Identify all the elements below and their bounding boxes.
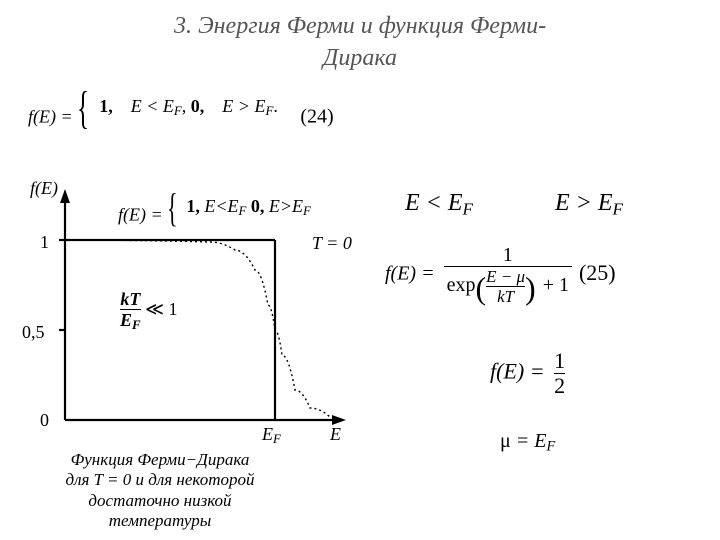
mu-equals-ef: μ = EF [500, 430, 555, 456]
ef-label: EF [262, 424, 281, 447]
half-num: 1 [554, 350, 565, 372]
eq24-case1-tail: , [182, 96, 187, 116]
eq24-case1-sub: F [174, 103, 182, 118]
eq24-case2-tail: . [273, 96, 278, 116]
eq25-tag-close: ) [608, 260, 615, 285]
eq25-exp: exp [447, 274, 476, 296]
eq24-lhs: f(E) = [28, 107, 73, 127]
ytick-0: 0 [40, 410, 49, 431]
equation-half: f(E) = 1 2 [490, 350, 565, 397]
eq25-plus1: + 1 [543, 274, 569, 296]
eq24-case2-cond: E > E [222, 96, 265, 116]
ytick-05: 0,5 [22, 322, 45, 343]
inequality-right: E > EF [555, 190, 623, 219]
cond-bot-e: E [120, 310, 132, 330]
eq24-case2-val: 0, [191, 96, 205, 116]
half-den: 2 [554, 375, 565, 397]
equation-24: f(E) = { 1, E < EF, 0, E > EF. (24) [28, 95, 334, 129]
page-title: 3. Энергия Ферми и функция Ферми- Дирака [0, 0, 720, 75]
eq25-lhs: f(E) = [385, 263, 435, 285]
eq24-tag-close: ) [327, 106, 334, 128]
eq24-case1-val: 1, [99, 96, 113, 116]
plot-caption: Функция Ферми−Дирака для T = 0 и для нек… [20, 450, 300, 532]
title-line2: Дирака [323, 45, 397, 71]
inset-c1e: E<E [204, 196, 238, 216]
eq25-num: 1 [444, 245, 572, 265]
inset-c2v: 0, [251, 196, 265, 216]
inset-c2sub: F [303, 203, 311, 218]
title-line1: 3. Энергия Ферми и функция Ферми- [174, 13, 546, 39]
eq25-inner-top: E − μ [486, 268, 525, 285]
caption-l3: достаточно низкой [88, 491, 231, 510]
eq24-case1-cond: E < E [131, 96, 174, 116]
inset-c1sub: F [238, 203, 246, 218]
eq25-inner-bot: kT [486, 288, 525, 305]
inset-c1v: 1, [186, 196, 200, 216]
cond-bot-sub: F [132, 317, 141, 332]
inset-c2e: E>E [269, 196, 303, 216]
caption-l2: для T = 0 и для некоторой [65, 470, 254, 489]
xlabel: E [330, 424, 341, 445]
mu: μ [500, 430, 511, 452]
cond-top: kT [120, 290, 141, 308]
plot-inset-formula: f(E) = { 1, E<EF 0, E>EF [118, 195, 311, 226]
t0-label: T = 0 [312, 233, 352, 254]
inset-lhs: f(E) = [118, 205, 163, 225]
cond-ll: ≪ 1 [145, 299, 177, 319]
ylabel: f(E) [30, 178, 58, 199]
eq24-tag-num: 24 [307, 106, 327, 128]
plot-condition: kT EF ≪ 1 [120, 290, 178, 332]
eq25-tag-num: 25 [586, 260, 608, 285]
caption-l1: Функция Ферми−Дирака [71, 450, 250, 469]
half-lhs: f(E) = [490, 359, 545, 384]
mu-sub: F [546, 439, 555, 455]
inequality-left: E < EF [405, 190, 473, 219]
mu-eq: = E [511, 430, 547, 452]
equation-25: f(E) = 1 exp( E − μ kT ) + 1 (25) [385, 245, 616, 305]
caption-l4: температуры [109, 511, 211, 530]
ytick-1: 1 [40, 232, 49, 253]
